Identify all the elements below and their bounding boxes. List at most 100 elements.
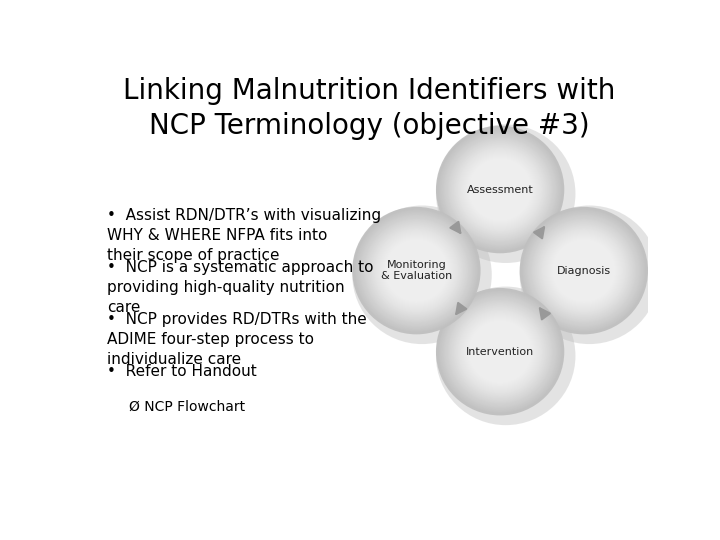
Ellipse shape xyxy=(466,156,534,224)
Ellipse shape xyxy=(365,219,468,322)
Ellipse shape xyxy=(459,310,541,393)
Ellipse shape xyxy=(379,234,454,307)
Ellipse shape xyxy=(525,212,642,329)
Ellipse shape xyxy=(466,318,534,386)
Ellipse shape xyxy=(537,224,631,318)
Ellipse shape xyxy=(441,130,559,249)
Ellipse shape xyxy=(441,293,559,411)
Ellipse shape xyxy=(363,218,469,323)
Ellipse shape xyxy=(359,213,474,328)
Ellipse shape xyxy=(542,230,626,312)
Ellipse shape xyxy=(441,293,559,410)
Ellipse shape xyxy=(467,319,534,385)
Ellipse shape xyxy=(462,151,539,228)
Ellipse shape xyxy=(448,300,552,404)
Ellipse shape xyxy=(445,297,555,407)
Ellipse shape xyxy=(541,227,627,314)
Ellipse shape xyxy=(352,206,492,344)
Ellipse shape xyxy=(451,303,549,400)
Ellipse shape xyxy=(548,235,620,306)
Ellipse shape xyxy=(447,299,554,404)
Ellipse shape xyxy=(547,234,621,307)
Ellipse shape xyxy=(536,223,631,318)
Ellipse shape xyxy=(464,316,536,388)
Ellipse shape xyxy=(469,158,531,221)
Ellipse shape xyxy=(453,305,547,399)
Ellipse shape xyxy=(461,150,540,229)
Ellipse shape xyxy=(527,214,641,327)
Ellipse shape xyxy=(380,235,452,306)
Ellipse shape xyxy=(455,307,545,396)
Ellipse shape xyxy=(356,211,477,331)
Ellipse shape xyxy=(355,210,478,332)
Ellipse shape xyxy=(437,127,563,252)
Ellipse shape xyxy=(359,214,473,327)
Ellipse shape xyxy=(451,140,550,239)
Ellipse shape xyxy=(528,216,639,326)
Ellipse shape xyxy=(444,133,557,246)
Ellipse shape xyxy=(366,221,466,320)
Ellipse shape xyxy=(438,291,562,413)
Ellipse shape xyxy=(374,228,459,313)
Ellipse shape xyxy=(456,309,544,395)
Ellipse shape xyxy=(465,154,535,225)
Ellipse shape xyxy=(456,146,544,233)
Ellipse shape xyxy=(377,231,456,310)
Ellipse shape xyxy=(366,220,467,321)
Ellipse shape xyxy=(449,301,552,403)
Ellipse shape xyxy=(552,239,616,302)
Ellipse shape xyxy=(440,292,561,412)
Ellipse shape xyxy=(539,227,628,315)
Ellipse shape xyxy=(546,233,621,308)
Ellipse shape xyxy=(382,237,451,305)
Ellipse shape xyxy=(449,139,551,240)
Ellipse shape xyxy=(544,231,624,310)
Ellipse shape xyxy=(454,306,546,397)
Text: •  NCP provides RD/DTRs with the
ADIME four-step process to
individualize care: • NCP provides RD/DTRs with the ADIME fo… xyxy=(107,312,366,367)
Ellipse shape xyxy=(454,144,546,235)
Ellipse shape xyxy=(384,238,449,303)
Ellipse shape xyxy=(463,315,537,388)
Text: Monitoring
& Evaluation: Monitoring & Evaluation xyxy=(381,260,452,281)
Ellipse shape xyxy=(379,233,454,308)
Ellipse shape xyxy=(534,220,634,321)
Ellipse shape xyxy=(438,127,562,252)
Ellipse shape xyxy=(535,222,633,319)
Ellipse shape xyxy=(465,317,535,387)
Ellipse shape xyxy=(458,309,543,394)
FancyArrowPatch shape xyxy=(540,308,550,319)
Ellipse shape xyxy=(368,222,465,319)
Ellipse shape xyxy=(453,143,547,236)
Ellipse shape xyxy=(461,312,540,391)
Ellipse shape xyxy=(539,226,629,315)
Ellipse shape xyxy=(361,216,472,326)
Ellipse shape xyxy=(448,138,552,241)
Ellipse shape xyxy=(372,227,461,315)
Ellipse shape xyxy=(551,238,617,303)
Ellipse shape xyxy=(449,301,551,402)
Ellipse shape xyxy=(372,226,462,315)
Ellipse shape xyxy=(446,298,554,406)
Ellipse shape xyxy=(382,235,451,306)
Text: Intervention: Intervention xyxy=(466,347,534,357)
Ellipse shape xyxy=(531,218,637,323)
Ellipse shape xyxy=(549,235,619,306)
Ellipse shape xyxy=(440,130,561,249)
Ellipse shape xyxy=(526,213,642,328)
Ellipse shape xyxy=(523,210,645,332)
Ellipse shape xyxy=(442,132,558,247)
Ellipse shape xyxy=(358,212,475,329)
Ellipse shape xyxy=(456,308,544,396)
Text: Assessment: Assessment xyxy=(467,185,534,194)
Ellipse shape xyxy=(458,147,543,232)
Ellipse shape xyxy=(385,239,448,302)
Ellipse shape xyxy=(534,221,634,320)
Ellipse shape xyxy=(549,237,618,305)
Ellipse shape xyxy=(436,287,575,425)
Ellipse shape xyxy=(438,129,562,251)
Ellipse shape xyxy=(444,134,556,245)
Ellipse shape xyxy=(464,154,536,225)
Ellipse shape xyxy=(383,238,450,303)
Ellipse shape xyxy=(452,304,548,399)
Ellipse shape xyxy=(468,320,533,384)
